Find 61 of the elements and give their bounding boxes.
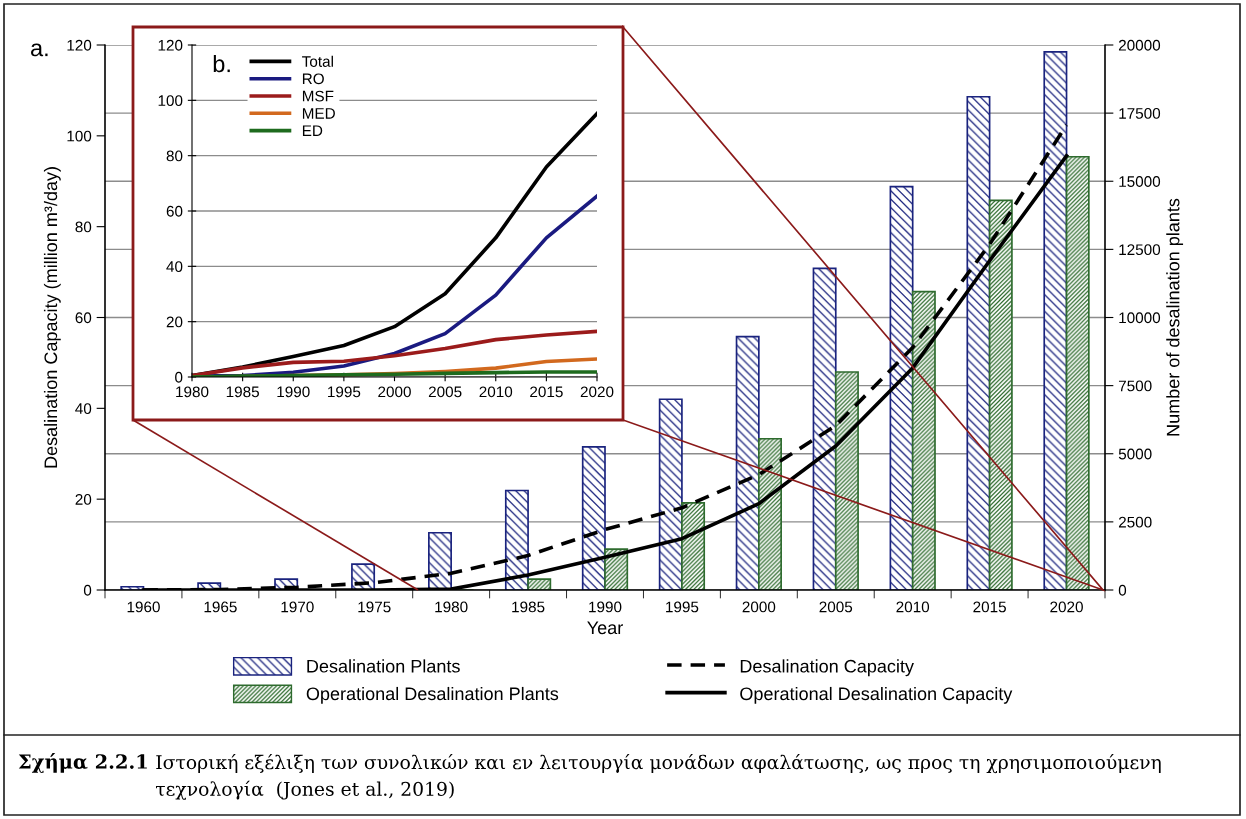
- y-axis-title: Desalination Capacity (million m³/day): [43, 167, 61, 468]
- x-tick-label: 1980: [435, 601, 468, 613]
- y-tick-label: 120: [67, 39, 92, 51]
- y-tick-label: 80: [75, 221, 92, 233]
- legend-label: ED: [302, 125, 323, 136]
- text: Σχήμα 2.2.1: [18, 753, 147, 773]
- x-tick-label: 2010: [479, 386, 513, 398]
- y2-tick-label: 12500: [1119, 244, 1161, 256]
- y2-axis-title: Number of desalination plants: [1166, 198, 1184, 436]
- y2-tick-label: 15000: [1119, 176, 1161, 187]
- x-tick-label: 2000: [742, 601, 776, 613]
- x-tick-label: 2015: [973, 601, 1006, 613]
- text: Ιστορική εξέλιξη των συνολικών και εν λειτουργία μονάδων αφαλάτωσης, ως προς τη χρησιμοποιούμενη τεχνολογία (Jones et al., 2019): [156, 754, 1161, 800]
- legend-label: Desalination Capacity: [740, 659, 914, 677]
- legend-label: Total: [302, 55, 333, 67]
- x-tick-label: 1980: [176, 386, 209, 398]
- y-tick-label: 120: [158, 39, 183, 51]
- y-tick-label: 80: [166, 150, 183, 162]
- x-tick-label: 2020: [580, 386, 614, 398]
- legend-label: RO: [302, 73, 324, 85]
- x-tick-label: 2000: [378, 386, 411, 398]
- y-tick-label: 40: [166, 261, 183, 273]
- y-tick-label: 60: [75, 312, 92, 324]
- x-tick-label: 1970: [281, 601, 314, 613]
- y-tick-label: 40: [75, 403, 92, 415]
- y-tick-label: 20: [166, 316, 183, 328]
- x-axis-title: Year: [587, 621, 623, 635]
- x-tick-label: 1985: [512, 601, 545, 613]
- x-tick-label: 2015: [530, 386, 563, 398]
- y2-tick-label: 10000: [1119, 312, 1161, 324]
- y-tick-label: 0: [175, 371, 183, 383]
- x-tick-label: 1985: [226, 386, 259, 398]
- y2-tick-label: 0: [1118, 584, 1127, 596]
- x-tick-label: 1995: [666, 601, 699, 613]
- y-tick-label: 100: [67, 130, 92, 142]
- legend-label: Operational Desalination Plants: [306, 686, 559, 704]
- x-tick-label: 2010: [896, 601, 930, 613]
- y-tick-label: 0: [83, 584, 92, 596]
- y-tick-label: 60: [166, 205, 183, 217]
- x-tick-label: 2005: [428, 386, 462, 398]
- y-tick-label: 100: [158, 95, 183, 107]
- x-tick-label: 1965: [204, 601, 237, 613]
- text: a.: [31, 43, 48, 57]
- y2-tick-label: 20000: [1118, 39, 1161, 51]
- y2-tick-label: 17500: [1119, 107, 1161, 119]
- x-tick-label: 1990: [277, 386, 310, 398]
- legend-label: MSF: [302, 90, 334, 102]
- x-tick-label: 1960: [127, 601, 160, 613]
- y2-tick-label: 2500: [1118, 516, 1152, 528]
- legend-label: Desalination Plants: [307, 659, 460, 673]
- y2-tick-label: 5000: [1118, 448, 1152, 460]
- x-tick-label: 2020: [1050, 601, 1083, 613]
- legend-label: Operational Desalination Capacity: [740, 686, 1013, 704]
- x-tick-label: 1995: [328, 386, 361, 398]
- x-tick-label: 1990: [589, 601, 622, 613]
- x-tick-label: 1975: [358, 601, 391, 613]
- annotation: b.: [213, 54, 230, 73]
- y2-tick-label: 7500: [1118, 380, 1152, 392]
- x-tick-label: 2005: [819, 601, 853, 613]
- y-tick-label: 20: [75, 494, 92, 505]
- legend-label: MED: [302, 108, 335, 119]
